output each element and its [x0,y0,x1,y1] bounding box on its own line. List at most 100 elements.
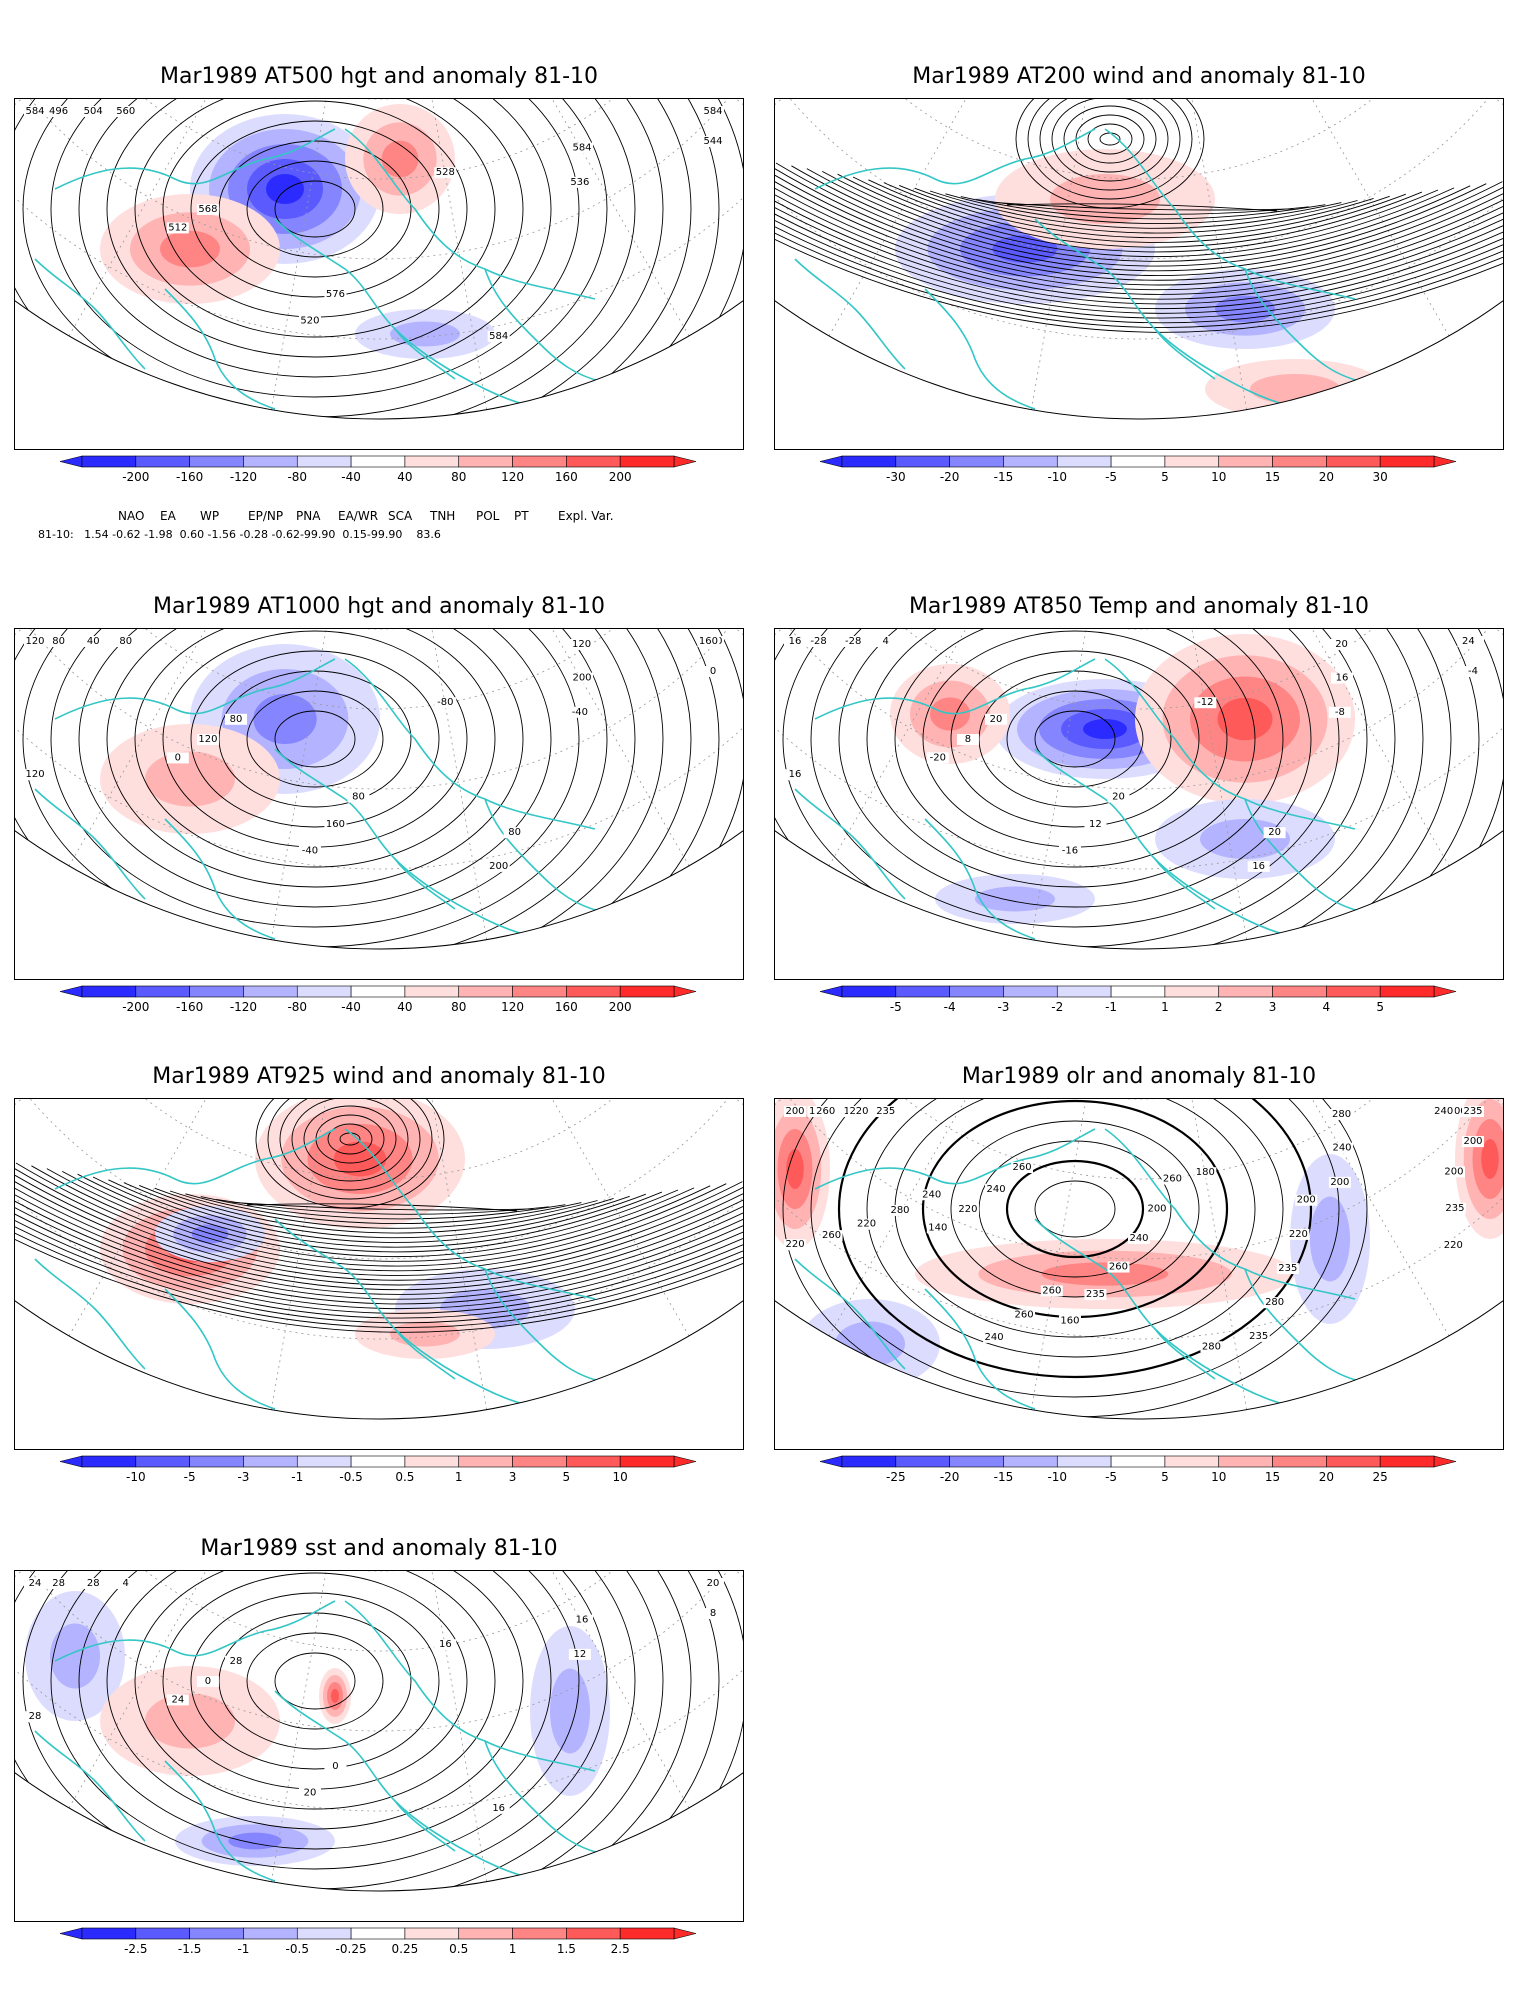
colorbar-tick: -0.5 [286,1942,309,1956]
colorbar-tick: -40 [341,1000,361,1014]
coastline [484,1268,616,1385]
contour-label-bg [1161,1173,1184,1185]
contour-label-bg [1330,1108,1353,1120]
teleconnection-headers: NAO EA WP EP/NP PNA EA/WR SCA TNH POL PT Expl. Var… [94,495,734,540]
contour-label-bg [298,315,321,327]
anomaly-shade [253,694,317,744]
teleconnection-header: POL [476,509,500,523]
colorbar-tick: -2.5 [124,1942,147,1956]
colorbar-segment [81,1455,137,1468]
contour-label-bg [1462,1106,1484,1117]
anomaly-shade [835,1321,905,1367]
colorbar-tick: 2.5 [611,1942,630,1956]
colorbar-tick: -4 [944,1000,956,1014]
panel-title: Mar1989 AT500 hgt and anomaly 81-10 [159,64,598,89]
map: 28282420161284400161620242828 [15,1571,743,1892]
colorbar-segment [243,455,298,468]
anomaly-shade [331,1689,339,1703]
contour-label-bg [1442,1166,1465,1178]
colorbar-arrow-right [673,455,697,468]
panel-at500: Mar1989 AT500 hgt and anomaly 81-10 496 5… [14,48,744,541]
colorbar-segment [512,1455,567,1468]
coastline [1244,268,1376,385]
colorbar-tick: -15 [994,470,1014,484]
contour-label: 220 [786,1239,805,1250]
colorbar-tick: -120 [230,470,257,484]
colorbar-segment [243,1927,298,1940]
colorbar-segment [895,455,950,468]
colorbar-segment [404,1455,460,1468]
contour-label-bg [1432,1106,1455,1117]
contour-label: 200 [1330,1177,1349,1188]
contour-label: 20 [1335,639,1348,650]
colorbar-tick: 1 [1161,1000,1169,1014]
contour-label-bg [926,1222,949,1234]
contour-label: 0 [175,752,181,763]
contour-label-bg [1457,636,1480,647]
anomaly-shade [1083,719,1127,739]
contour-label-bg [1263,1297,1286,1309]
colorbar-tick: 160 [555,470,578,484]
colorbar-tick: 4 [1323,1000,1331,1014]
colorbar-segment [135,1455,190,1468]
contour-label: 504 [84,106,103,117]
contour-label-bg [1247,1330,1270,1342]
hemisphere: 80400-40-80-4004080120160200200160120120… [15,629,743,949]
contour-label-bg [114,106,137,117]
colorbar-segment [1056,985,1112,998]
contour-label-bg [1462,1136,1484,1148]
colorbar-tick: 20 [1319,1470,1334,1484]
contour-label: -4 [1468,666,1478,677]
anomaly-shade [1310,1196,1350,1282]
contour-label-bg [487,860,510,872]
contour-label: 584 [572,143,591,154]
map [775,99,1503,420]
contour-label: 80 [52,636,65,647]
colorbar-tick: -30 [886,470,906,484]
contour-label-bg [166,222,189,234]
anomaly-shade [550,1668,590,1754]
colorbar-segment [1003,455,1058,468]
colorbar: -200 -160 -120 -80 -40 40 80 120 160 200 [58,985,698,1018]
contour-label-bg [82,106,105,117]
teleconnection-header: EA [160,509,177,523]
contour-label: 240 [986,1184,1005,1195]
contour-label-bg [874,636,897,647]
colorbar-segment [81,1927,137,1940]
contour-label: 235 [1278,1263,1297,1274]
contour-label-bg [47,1578,70,1589]
hemisphere-edge [15,830,743,950]
colorbar-segment [350,985,406,998]
contour-label-bg [568,706,591,718]
anomaly-shade [1200,819,1290,859]
colorbar-tick: 1 [509,1942,517,1956]
contour-label: 584 [703,106,722,117]
contour-label: 28 [52,1578,65,1589]
colorbar-tick: 25 [1373,1470,1388,1484]
colorbar-segment [296,1927,352,1940]
contour-label-bg [1462,666,1484,678]
colorbar-svg: -25 -20 -15 -10 -5 5 10 15 20 25 [819,1455,1457,1484]
contour-label: -12 [1197,697,1213,708]
contour-label-bg [1040,1285,1063,1297]
colorbar-segment [135,1927,190,1940]
contour-label-bg [1011,1161,1034,1173]
coastline [164,818,276,940]
contour-label-bg [1442,1239,1465,1251]
contour-label-bg [434,1639,457,1651]
contour-label-bg [571,1614,593,1626]
contour-label: 200 [1444,1166,1463,1177]
contour-label: 260 [1163,1174,1182,1185]
contour-label-bg [920,1189,943,1201]
teleconnection-header: PNA [296,509,321,523]
panel-title: Mar1989 AT925 wind and anomaly 81-10 [152,1064,606,1089]
map-frame: 4965045125205285365445525605685765845845… [14,98,744,450]
colorbar-segment [512,985,567,998]
contour-label-bg [47,636,70,647]
contour-label-bg [1194,1167,1217,1179]
contour-label-bg [1058,845,1081,857]
map-frame: 28282420161284400161620242828 [14,1570,744,1922]
contour-label-bg [324,819,347,831]
contour-label: 120 [26,769,45,780]
contour-label: 80 [230,714,243,725]
